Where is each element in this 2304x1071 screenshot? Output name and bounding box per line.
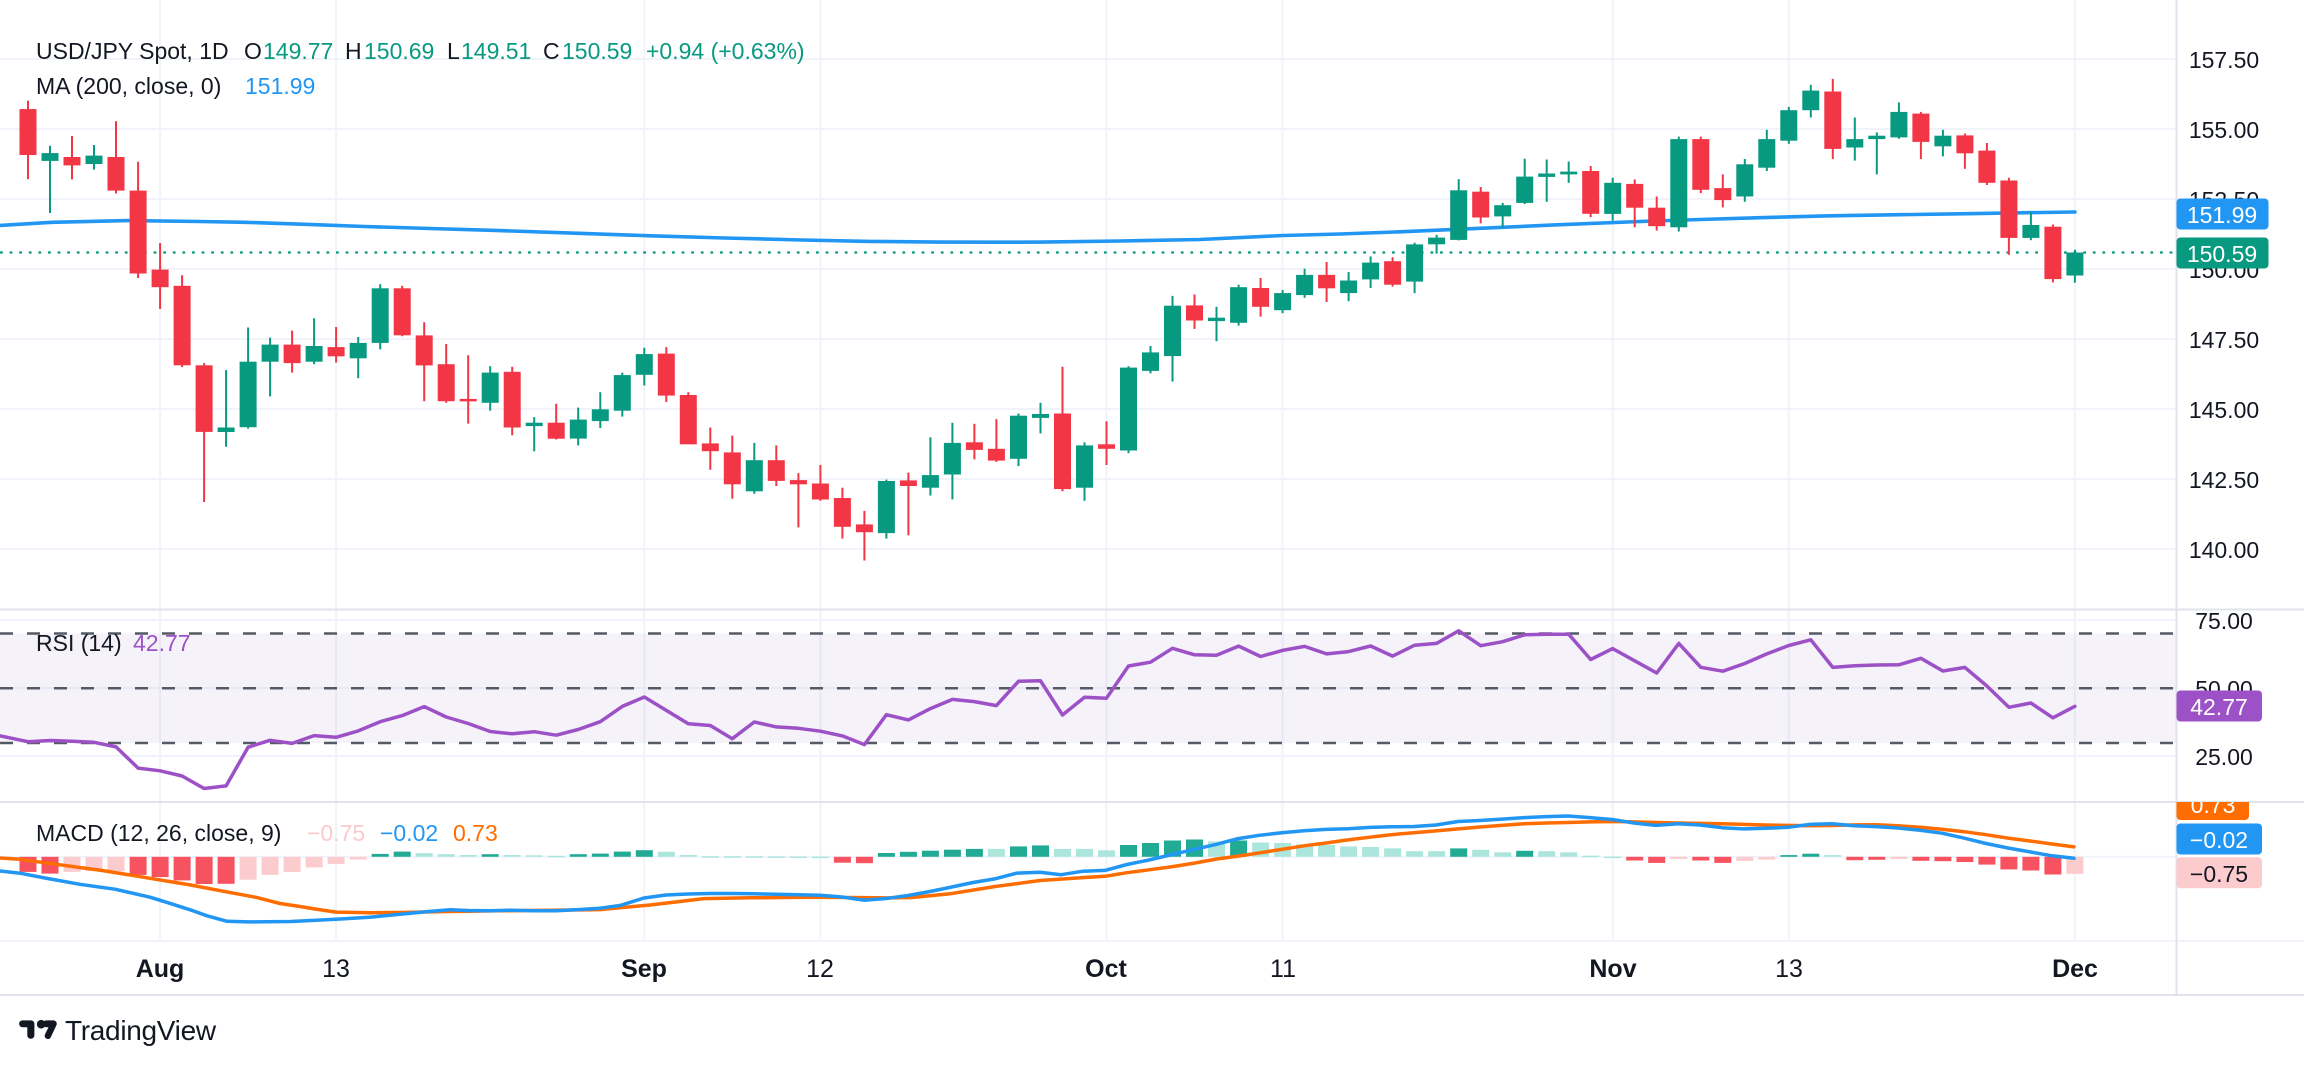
svg-text:0.73: 0.73 <box>453 820 498 846</box>
svg-text:151.99: 151.99 <box>2187 202 2257 228</box>
svg-text:MA (200, close, 0): MA (200, close, 0) <box>36 73 221 99</box>
svg-text:Aug: Aug <box>136 955 185 983</box>
svg-text:149.51: 149.51 <box>461 38 531 64</box>
svg-text:150.59: 150.59 <box>2187 241 2257 267</box>
svg-text:−0.02: −0.02 <box>380 820 438 846</box>
svg-text:−0.75: −0.75 <box>307 820 365 846</box>
svg-text:H: H <box>345 38 362 64</box>
svg-text:12: 12 <box>806 955 834 983</box>
svg-text:MACD (12, 26, close, 9): MACD (12, 26, close, 9) <box>36 820 281 846</box>
svg-text:O: O <box>244 38 262 64</box>
svg-text:C: C <box>543 38 560 64</box>
svg-text:11: 11 <box>1270 955 1296 983</box>
svg-text:150.69: 150.69 <box>364 38 434 64</box>
svg-text:145.00: 145.00 <box>2189 397 2259 423</box>
svg-text:140.00: 140.00 <box>2189 537 2259 563</box>
svg-text:TradingView: TradingView <box>65 1015 217 1046</box>
svg-text:Dec: Dec <box>2052 955 2098 983</box>
svg-text:+0.94 (+0.63%): +0.94 (+0.63%) <box>646 38 805 64</box>
svg-text:RSI (14): RSI (14) <box>36 630 122 656</box>
svg-text:Sep: Sep <box>621 955 667 983</box>
svg-text:157.50: 157.50 <box>2189 47 2259 73</box>
svg-text:42.77: 42.77 <box>133 630 191 656</box>
svg-text:151.99: 151.99 <box>245 73 315 99</box>
svg-text:L: L <box>447 38 460 64</box>
svg-text:149.77: 149.77 <box>263 38 333 64</box>
svg-text:147.50: 147.50 <box>2189 327 2259 353</box>
svg-text:−0.75: −0.75 <box>2190 861 2248 887</box>
svg-text:13: 13 <box>322 955 350 983</box>
svg-text:Nov: Nov <box>1589 955 1636 983</box>
svg-text:0.73: 0.73 <box>2191 792 2236 818</box>
svg-text:13: 13 <box>1775 955 1803 983</box>
svg-text:42.77: 42.77 <box>2190 694 2248 720</box>
svg-text:155.00: 155.00 <box>2189 117 2259 143</box>
svg-text:25.00: 25.00 <box>2195 744 2253 770</box>
svg-text:142.50: 142.50 <box>2189 467 2259 493</box>
svg-text:−0.02: −0.02 <box>2190 827 2248 853</box>
svg-text:USD/JPY Spot, 1D: USD/JPY Spot, 1D <box>36 38 229 64</box>
svg-text:Oct: Oct <box>1085 955 1127 983</box>
svg-text:75.00: 75.00 <box>2195 608 2253 634</box>
svg-text:150.59: 150.59 <box>562 38 632 64</box>
